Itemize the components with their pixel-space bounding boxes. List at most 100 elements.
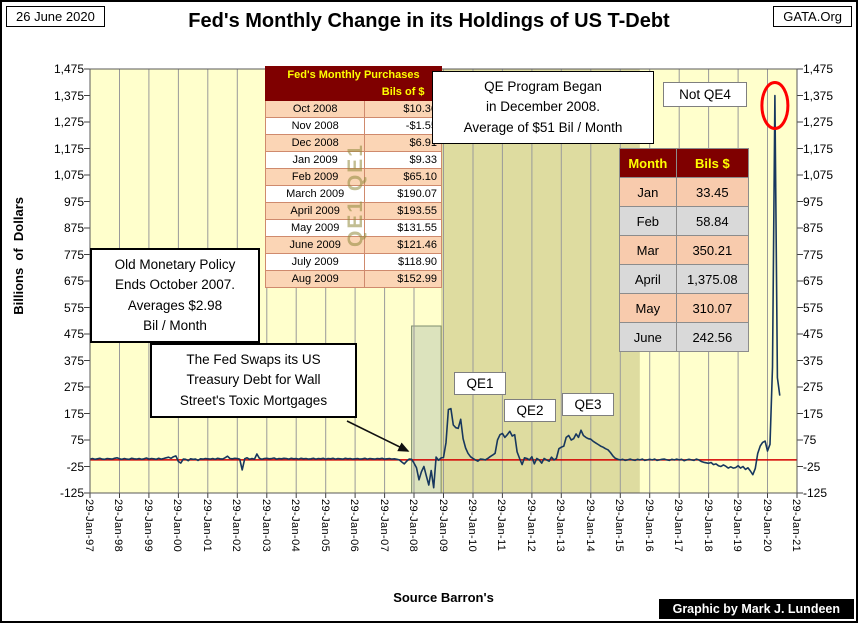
table-cell: 350.21 — [675, 235, 750, 265]
x-tick-label: 29-Jan-98 — [112, 499, 124, 553]
table-cell: $152.99 — [364, 270, 442, 288]
note-line: Old Monetary Policy — [114, 257, 236, 272]
y-tick-label-right: 275 — [803, 380, 824, 394]
y-tick-label-right: 875 — [803, 221, 824, 235]
table-row: May 310.07 — [619, 293, 750, 323]
x-tick-label: 29-Jan-18 — [702, 499, 714, 553]
table-row: Mar 350.21 — [619, 235, 750, 265]
x-tick-label: 29-Jan-15 — [613, 499, 625, 553]
table-cell: April 2009 — [264, 202, 366, 220]
qe3-label: QE3 — [562, 393, 614, 416]
table-cell: Bils of $ — [364, 83, 442, 101]
y-tick-label-left: 675 — [63, 274, 84, 288]
table-cell: Jan 2009 — [264, 151, 366, 169]
y-tick-label-left: 1,175 — [53, 142, 84, 156]
x-tick-label: 29-Jan-14 — [584, 499, 596, 553]
note-line: Bil / Month — [143, 317, 207, 333]
table-cell: Dec 2008 — [264, 134, 366, 152]
table-cell: Fed's Monthly Purchases — [265, 66, 442, 84]
table-cell: Aug 2009 — [264, 270, 366, 288]
swap-arrow — [346, 420, 410, 452]
table-cell: Bils $ — [675, 148, 750, 178]
qe2-label: QE2 — [504, 399, 556, 422]
table-cell: $9.33 — [364, 151, 442, 169]
monthly-2020-table: Month Bils $ Jan 33.45 Feb 58.84 Mar 350.21 Apri… — [619, 148, 750, 352]
y-tick-label-right: -125 — [803, 486, 828, 500]
y-tick-label-left: 575 — [63, 301, 84, 315]
y-axis-title: Billions of Dollars — [11, 197, 26, 315]
table-row: Feb 58.84 — [619, 206, 750, 236]
gata-org-label: GATA.Org — [773, 6, 852, 27]
table-cell: 58.84 — [675, 206, 750, 236]
table-cell: June 2009 — [264, 236, 366, 254]
table-row: Fed's Monthly Purchases — [265, 66, 442, 84]
table-row: April 1,375.08 — [619, 264, 750, 294]
table-cell: May — [619, 293, 677, 323]
y-tick-label-left: 1,075 — [53, 168, 84, 182]
x-tick-label: 29-Jan-97 — [83, 499, 95, 553]
table-row: June 2009 $121.46 — [264, 236, 442, 254]
table-cell: Oct 2008 — [264, 100, 366, 118]
table-cell: June — [619, 322, 677, 352]
x-tick-label: 29-Jan-13 — [554, 499, 566, 553]
y-tick-label-right: 1,475 — [803, 62, 834, 76]
date-label: 26 June 2020 — [6, 6, 105, 27]
qe1-label: QE1 — [454, 372, 506, 395]
x-tick-label: 29-Jan-16 — [643, 499, 655, 553]
x-tick-label: 29-Jan-02 — [230, 499, 242, 553]
y-tick-label-right: 675 — [803, 274, 824, 288]
table-cell: $131.55 — [364, 219, 442, 237]
x-tick-label: 29-Jan-10 — [466, 499, 478, 553]
note-line: The Fed Swaps its US — [186, 352, 321, 367]
note-line: in December 2008. — [485, 99, 601, 115]
table-row: May 2009 $131.55 — [264, 219, 442, 237]
not-qe4-circle — [760, 81, 790, 130]
table-cell: Jan — [619, 177, 677, 207]
table-row: July 2009 $118.90 — [264, 253, 442, 271]
y-tick-label-right: 575 — [803, 301, 824, 315]
page-title: Fed's Monthly Change in its Holdings of … — [188, 10, 670, 32]
y-tick-label-left: 1,375 — [53, 89, 84, 103]
x-tick-label: 29-Jan-19 — [731, 499, 743, 553]
table-cell: $190.07 — [364, 185, 442, 203]
y-tick-label-left: -25 — [66, 460, 84, 474]
x-tick-label: 29-Jan-03 — [260, 499, 272, 553]
table-cell: $193.55 — [364, 202, 442, 220]
x-tick-label: 29-Jan-00 — [171, 499, 183, 553]
table-cell: May 2009 — [264, 219, 366, 237]
y-tick-label-right: -25 — [803, 460, 821, 474]
chart-element: Fed's Monthly Purchases Bils of $ Oct 200… — [264, 66, 442, 288]
y-tick-label-left: 975 — [63, 195, 84, 209]
table-cell — [264, 83, 366, 101]
not-qe4-label: Not QE4 — [663, 82, 747, 107]
table-cell: $118.90 — [364, 253, 442, 271]
x-tick-label: 29-Jan-04 — [289, 499, 301, 553]
table-cell: July 2009 — [264, 253, 366, 271]
y-tick-label-right: 1,375 — [803, 89, 834, 103]
y-tick-label-right: 1,175 — [803, 142, 834, 156]
table-cell: Mar — [619, 235, 677, 265]
table-cell: 242.56 — [675, 322, 750, 352]
y-tick-label-left: 175 — [63, 407, 84, 421]
table-cell: $6.91 — [364, 134, 442, 152]
x-tick-label: 29-Jan-06 — [348, 499, 360, 553]
table-row: Oct 2008 $10.36 — [264, 100, 442, 118]
x-tick-label: 29-Jan-08 — [407, 499, 419, 553]
x-tick-label: 29-Jan-01 — [201, 499, 213, 553]
x-tick-label: 29-Jan-07 — [378, 499, 390, 553]
table-row: Bils of $ — [264, 83, 442, 101]
chart-element: Month Bils $ Jan 33.45 Feb 58.84 Mar 350.21 Apri… — [619, 148, 750, 352]
credit-label: Graphic by Mark J. Lundeen — [658, 599, 854, 619]
y-tick-label-left: 1,475 — [53, 62, 84, 76]
table-cell: $65.10 — [364, 168, 442, 186]
y-tick-label-right: 175 — [803, 407, 824, 421]
y-tick-label-left: 475 — [63, 327, 84, 341]
data-table: Fed's Monthly Purchases Bils of $ Oct 200… — [264, 66, 442, 288]
old-policy-note: Old Monetary Policy Ends October 2007. A… — [90, 248, 260, 343]
y-tick-label-left: 75 — [70, 433, 84, 447]
y-tick-label-left: 1,275 — [53, 115, 84, 129]
table-cell: 310.07 — [675, 293, 750, 323]
table-row: Jan 2009 $9.33 — [264, 151, 442, 169]
data-table: Month Bils $ Jan 33.45 Feb 58.84 Mar 350.21 Apri… — [619, 148, 750, 352]
